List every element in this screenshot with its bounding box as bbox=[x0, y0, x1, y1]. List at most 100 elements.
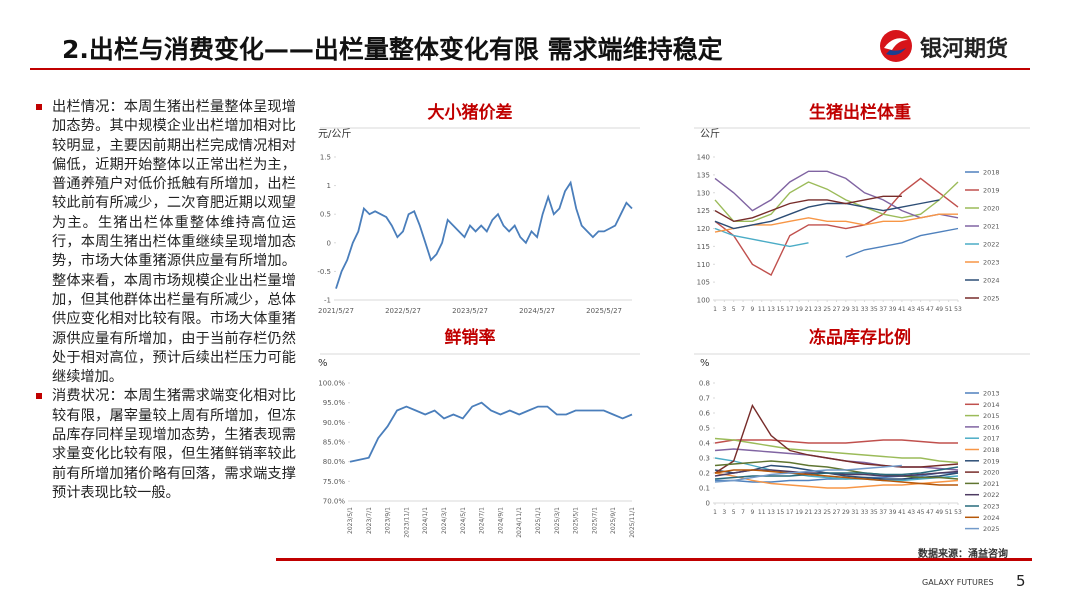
y-tick-label: 110 bbox=[697, 261, 710, 269]
x-tick-label: 2023/5/27 bbox=[452, 307, 488, 315]
x-tick-label: 7 bbox=[741, 509, 745, 516]
x-tick-label: 1 bbox=[713, 509, 717, 516]
x-tick-label: 25 bbox=[823, 509, 831, 516]
x-tick-label: 2024/11/1 bbox=[516, 507, 523, 538]
x-tick-label: 9 bbox=[750, 509, 754, 516]
legend-label: 2019 bbox=[983, 187, 1000, 195]
x-tick-label: 37 bbox=[879, 306, 887, 313]
source: 数据来源：涌益咨询 bbox=[918, 549, 1008, 560]
legend-label: 2020 bbox=[983, 205, 1000, 213]
series-line bbox=[714, 439, 958, 444]
y-tick-label: 100 bbox=[697, 297, 710, 305]
y-tick-label: 0 bbox=[327, 239, 331, 247]
x-tick-label: 2024/3/1 bbox=[441, 507, 448, 534]
y-tick-label: -1 bbox=[324, 297, 331, 305]
y-tick-label: 135 bbox=[697, 171, 710, 179]
y-tick-label: 0.5 bbox=[699, 425, 710, 433]
series-line bbox=[714, 464, 902, 483]
x-tick-label: 5 bbox=[732, 306, 736, 313]
series-line bbox=[714, 227, 809, 248]
legend-label: 2013 bbox=[983, 390, 1000, 398]
x-tick-label: 41 bbox=[898, 306, 906, 313]
bullet: 出栏情况：本周生猪出栏量整体呈现增加态势。其中规模企业出栏增加相对比较明显，主要… bbox=[34, 98, 296, 387]
y-axis-label: 元/公斤 bbox=[318, 128, 351, 140]
x-tick-label: 49 bbox=[935, 306, 943, 313]
legend-label: 2015 bbox=[983, 412, 1000, 420]
legend-label: 2018 bbox=[983, 169, 1000, 177]
y-tick-label: 70.0% bbox=[323, 498, 346, 506]
x-tick-label: 2025/5/27 bbox=[586, 307, 622, 315]
y-tick-label: 95.0% bbox=[323, 399, 346, 407]
y-axis-label: 公斤 bbox=[700, 128, 720, 140]
x-tick-label: 25 bbox=[823, 306, 831, 313]
legend-label: 2024 bbox=[983, 277, 1000, 285]
x-tick-label: 53 bbox=[954, 306, 962, 313]
x-tick-label: 2022/5/27 bbox=[385, 307, 421, 315]
y-tick-label: 0.5 bbox=[320, 211, 331, 219]
x-tick-label: 2025/3/1 bbox=[554, 507, 561, 534]
x-tick-label: 2023/7/1 bbox=[366, 507, 373, 534]
y-tick-label: -0.5 bbox=[317, 268, 331, 276]
x-tick-label: 13 bbox=[767, 306, 775, 313]
x-tick-label: 23 bbox=[814, 509, 822, 516]
y-tick-label: 0.7 bbox=[699, 395, 710, 403]
x-tick-label: 15 bbox=[777, 306, 785, 313]
x-tick-label: 33 bbox=[861, 509, 869, 516]
y-tick-label: 0.8 bbox=[699, 380, 710, 388]
footer-brand: GALAXY FUTURES bbox=[922, 578, 994, 587]
x-tick-label: 29 bbox=[842, 306, 850, 313]
x-tick-label: 27 bbox=[833, 306, 841, 313]
bullet: 消费状况：本周生猪需求端变化相对比较有限，屠宰量较上周有所增加，但冻品库存同样呈… bbox=[34, 387, 296, 503]
series-line bbox=[714, 170, 959, 219]
page-number: 5 bbox=[1016, 572, 1026, 590]
y-tick-label: 1 bbox=[327, 182, 331, 190]
x-tick-label: 47 bbox=[926, 509, 934, 516]
legend-label: 2017 bbox=[983, 435, 1000, 443]
series-line bbox=[715, 472, 958, 483]
series-line bbox=[714, 457, 959, 482]
x-tick-label: 45 bbox=[917, 306, 925, 313]
legend-label: 2022 bbox=[983, 491, 1000, 499]
x-tick-label: 43 bbox=[907, 306, 915, 313]
y-tick-label: 130 bbox=[697, 189, 710, 197]
x-tick-label: 2023/9/1 bbox=[385, 507, 392, 534]
y-tick-label: 90.0% bbox=[323, 419, 346, 427]
y-tick-label: 80.0% bbox=[323, 458, 346, 466]
x-tick-label: 1 bbox=[713, 306, 717, 313]
legend-label: 2021 bbox=[983, 223, 1000, 231]
x-tick-label: 39 bbox=[889, 509, 897, 516]
series-line bbox=[714, 460, 959, 480]
legend-label: 2014 bbox=[983, 401, 1000, 409]
y-tick-label: 0 bbox=[706, 500, 710, 508]
x-tick-label: 21 bbox=[805, 509, 813, 516]
x-tick-label: 2024/5/1 bbox=[460, 507, 467, 534]
series-line bbox=[714, 466, 959, 480]
x-tick-label: 23 bbox=[814, 306, 822, 313]
x-tick-label: 41 bbox=[898, 509, 906, 516]
y-tick-label: 115 bbox=[697, 243, 710, 251]
x-tick-label: 33 bbox=[861, 306, 869, 313]
y-tick-label: 140 bbox=[697, 154, 710, 162]
x-tick-label: 29 bbox=[842, 509, 850, 516]
y-tick-label: 100.0% bbox=[318, 380, 345, 388]
x-tick-label: 45 bbox=[917, 509, 925, 516]
chart-title: 鲜销率 bbox=[445, 327, 496, 348]
x-tick-label: 13 bbox=[767, 509, 775, 516]
series-line bbox=[349, 401, 633, 463]
x-tick-label: 2025/11/1 bbox=[629, 507, 636, 538]
x-tick-label: 5 bbox=[732, 509, 736, 516]
divider bbox=[276, 558, 1032, 561]
y-tick-label: 105 bbox=[697, 279, 710, 287]
x-tick-label: 21 bbox=[805, 306, 813, 313]
x-tick-label: 39 bbox=[889, 306, 897, 313]
slide-title: 2.出栏与消费变化——出栏量整体变化有限 需求端维持稳定 bbox=[62, 35, 723, 64]
x-tick-label: 51 bbox=[945, 306, 953, 313]
x-tick-label: 51 bbox=[945, 509, 953, 516]
y-tick-label: 85.0% bbox=[323, 439, 346, 447]
x-tick-label: 35 bbox=[870, 509, 878, 516]
y-tick-label: 0.4 bbox=[699, 440, 711, 448]
x-tick-label: 2021/5/27 bbox=[318, 307, 354, 315]
legend-label: 2021 bbox=[983, 480, 1000, 488]
x-tick-label: 2023/11/1 bbox=[403, 507, 410, 538]
series-line bbox=[714, 199, 940, 230]
